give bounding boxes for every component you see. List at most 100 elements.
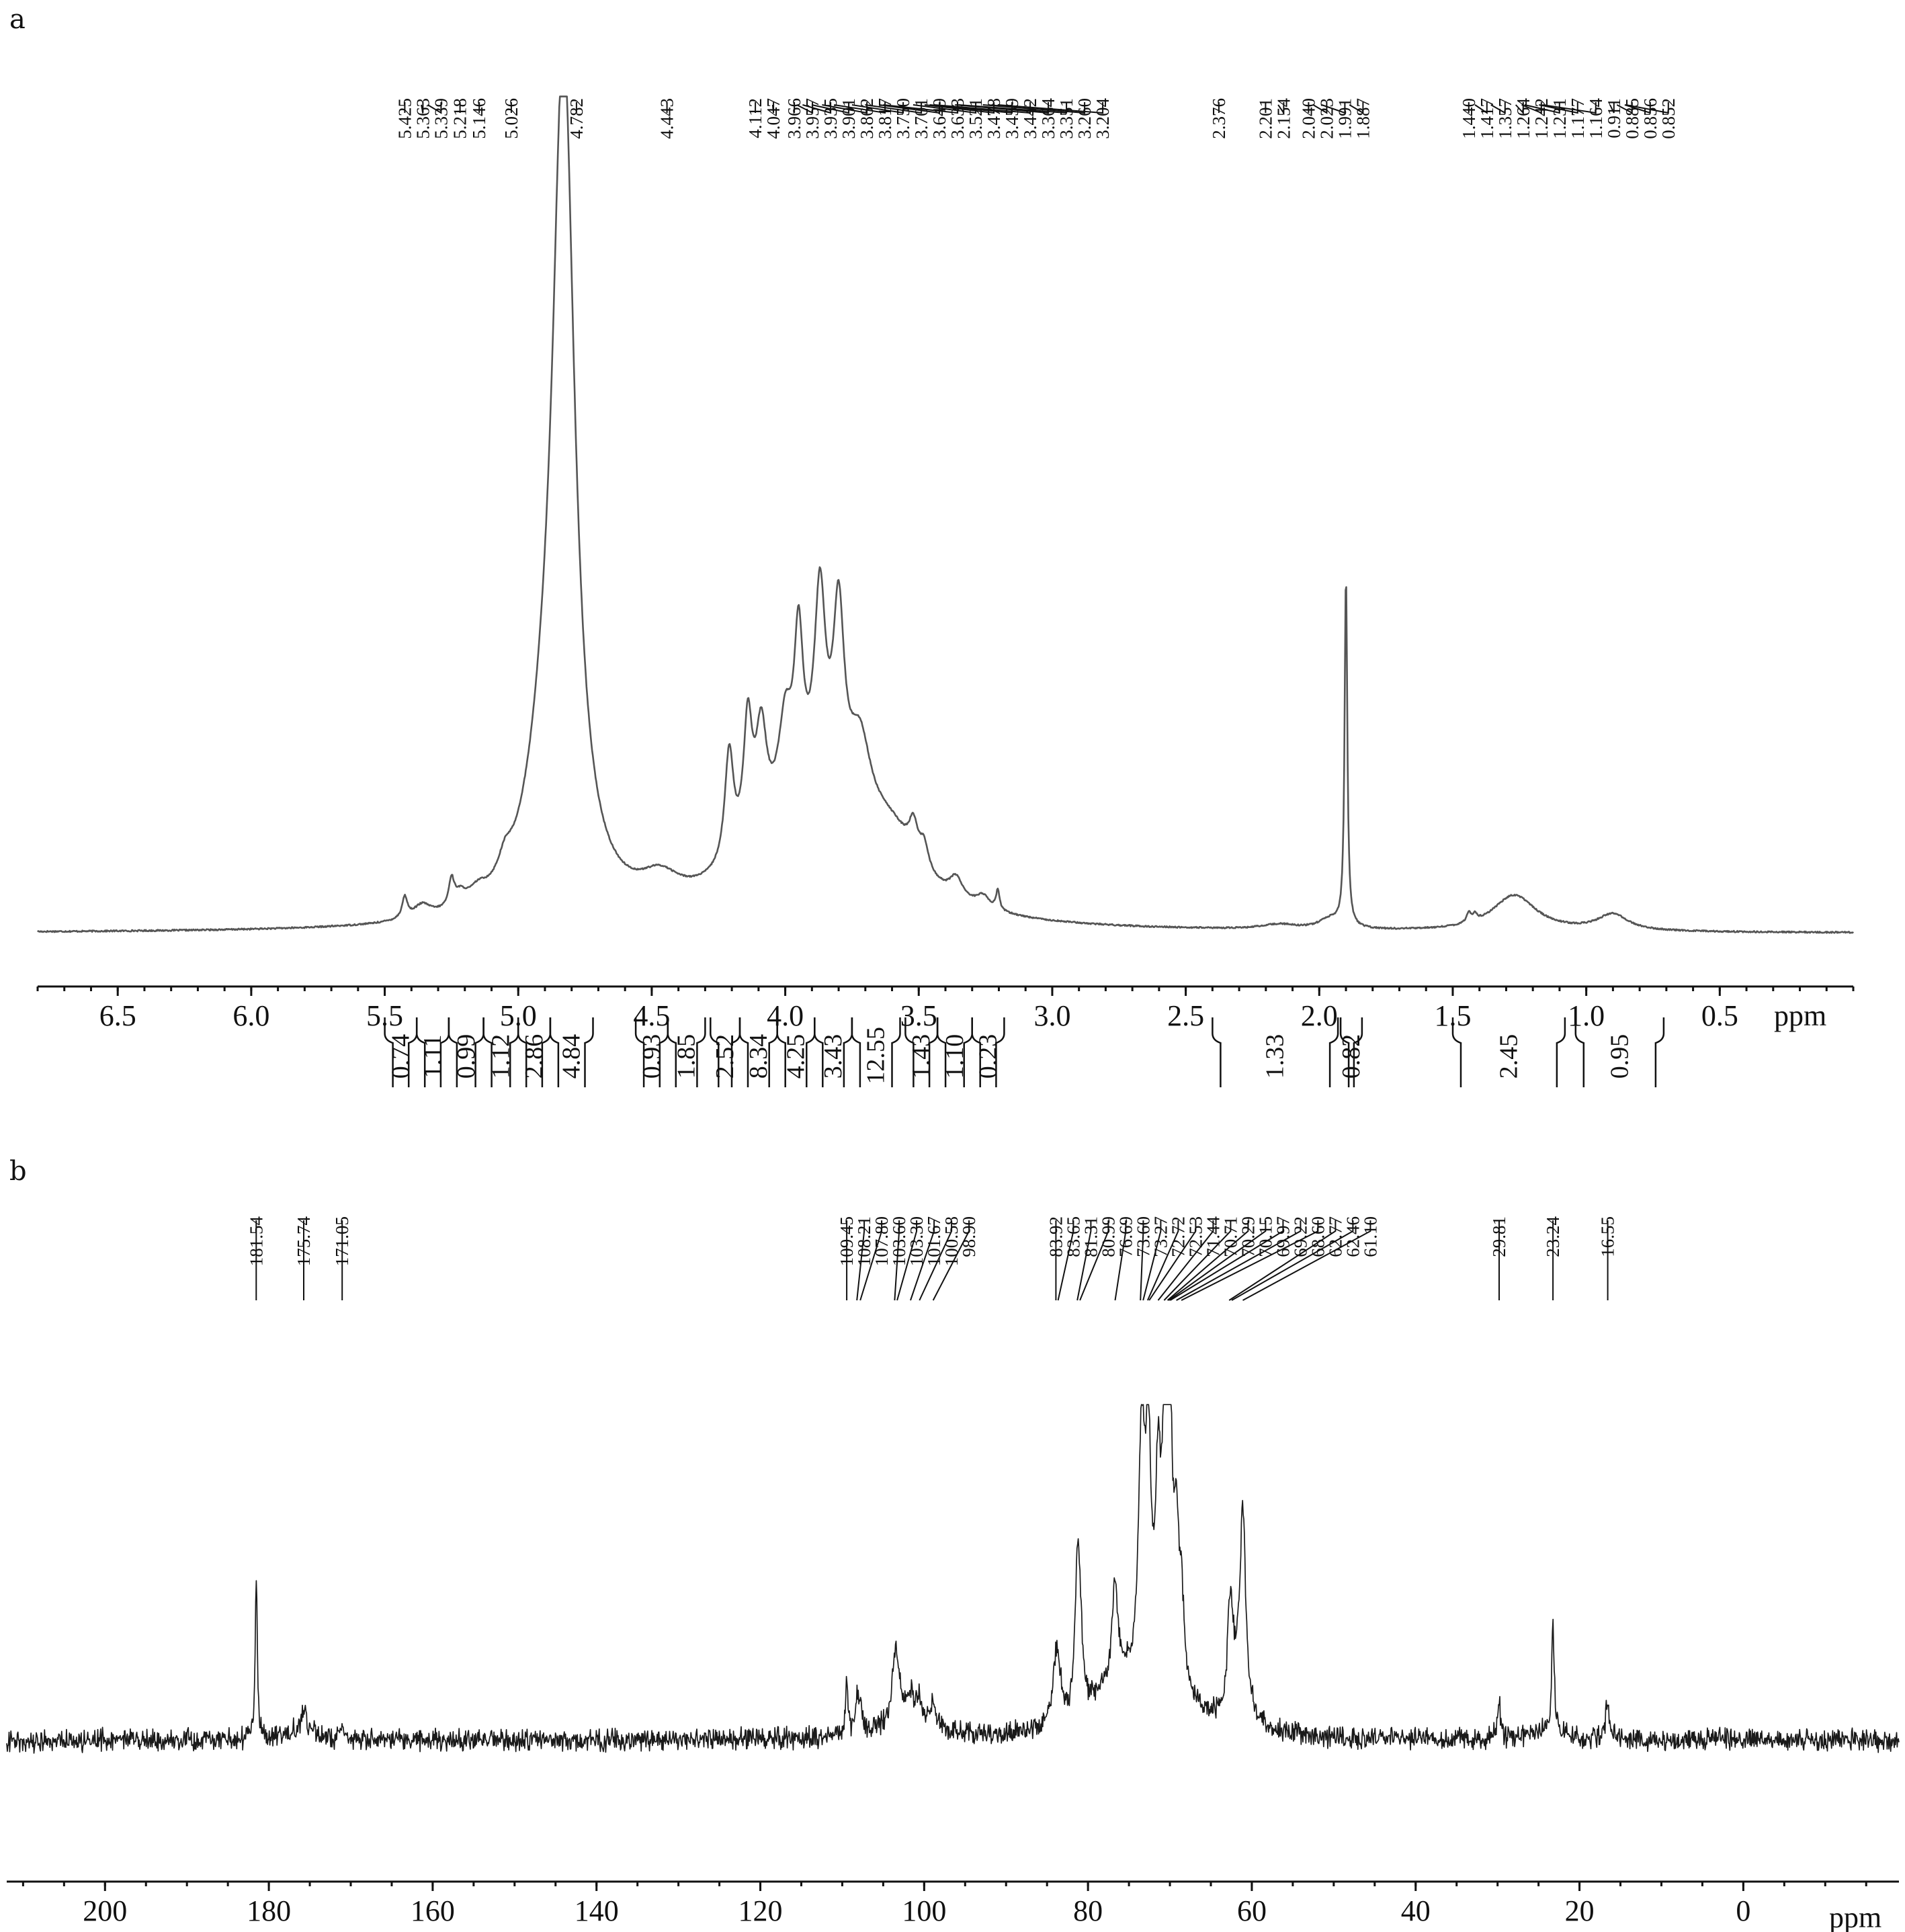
peak-label-leader xyxy=(1148,1220,1197,1301)
peak-label-leader xyxy=(958,102,1068,114)
integral-bracket xyxy=(1451,1017,1566,1087)
integral-value: 4.25 xyxy=(782,1034,810,1079)
integral-value: 1.43 xyxy=(907,1034,935,1079)
integral-value: 0.23 xyxy=(974,1034,1003,1079)
peak-label-leader xyxy=(1242,1220,1371,1301)
x-tick-label: 40 xyxy=(1401,1894,1431,1927)
peak-label-leader xyxy=(1181,1220,1319,1301)
peak-label-leader xyxy=(997,102,1104,114)
peak-label-leader xyxy=(1079,1220,1109,1301)
x-tick-label: 3.0 xyxy=(1033,999,1070,1032)
x-tick-label: 2.0 xyxy=(1301,999,1338,1032)
integral-value: 2.52 xyxy=(711,1034,739,1079)
panel-a-unit-label: ppm xyxy=(1774,999,1826,1032)
x-tick-label: 60 xyxy=(1237,1894,1267,1927)
peak-label-leader xyxy=(859,1220,883,1301)
x-tick-label: 4.0 xyxy=(767,999,804,1032)
peak-label-leader xyxy=(1146,1220,1179,1301)
peak-label-leader xyxy=(1625,102,1669,114)
x-tick-label: 3.5 xyxy=(900,999,937,1032)
peak-label-leader xyxy=(1140,1220,1144,1301)
peak-label-leader xyxy=(1167,1220,1249,1301)
integral-bracket xyxy=(851,1017,901,1087)
peak-label-leader xyxy=(1057,1220,1074,1301)
spectrum-trace-b xyxy=(6,1404,1900,1754)
integral-value: 0.74 xyxy=(386,1034,415,1079)
peak-label-leader xyxy=(1142,1220,1162,1301)
x-tick-label: 2.5 xyxy=(1167,999,1204,1032)
integral-value: 3.43 xyxy=(819,1034,847,1079)
peak-label-leader xyxy=(796,102,814,114)
integral-value: 0.95 xyxy=(1605,1034,1634,1079)
peak-label-leader xyxy=(1474,102,1488,114)
x-tick-label: 200 xyxy=(83,1894,127,1927)
peak-label-leader xyxy=(1539,102,1578,114)
peak-label-leader xyxy=(1542,102,1597,114)
x-tick-label: 4.5 xyxy=(633,999,670,1032)
integral-value: 4.84 xyxy=(558,1034,586,1079)
panel-a-h1-spectrum: 6.5 6.0 5.5 5.0 4.5 4.0 3.5 3.0 2.5 2.0 1.5 1.0 0.55… xyxy=(36,95,1855,1087)
x-tick-label: 180 xyxy=(247,1894,291,1927)
integral-value: 12.55 xyxy=(862,1027,890,1085)
spectrum-trace-a xyxy=(37,95,1854,934)
peak-label-leader xyxy=(1176,1220,1302,1301)
peak-label-leader xyxy=(1490,102,1506,114)
integral-value: 1.33 xyxy=(1261,1034,1289,1079)
peak-label-leader xyxy=(1624,102,1651,114)
peak-label-leader xyxy=(1277,102,1285,116)
peak-label-leader xyxy=(1228,1220,1337,1301)
panel-b-unit-label: ppm xyxy=(1829,1901,1881,1932)
x-tick-label: 6.0 xyxy=(232,999,269,1032)
peak-label-leader xyxy=(1321,102,1346,114)
peak-label-leader xyxy=(910,1220,935,1301)
integral-value: 1.12 xyxy=(486,1034,515,1079)
peak-label-leader xyxy=(919,1220,953,1301)
peak-label-leader xyxy=(982,102,1086,114)
peak-label-leader xyxy=(1312,102,1328,114)
peak-label-leader xyxy=(1168,1220,1267,1301)
peak-label-leader xyxy=(934,102,1031,114)
peak-label-leader xyxy=(896,1220,918,1301)
integral-value: 0.93 xyxy=(638,1034,666,1079)
x-tick-label: 0.5 xyxy=(1701,999,1738,1032)
x-tick-label: 160 xyxy=(411,1894,455,1927)
peak-label-leader xyxy=(883,102,959,114)
integral-value: 1.85 xyxy=(673,1034,701,1079)
x-tick-label: 20 xyxy=(1565,1894,1595,1927)
x-tick-label: 0 xyxy=(1736,1894,1750,1927)
peak-label-leader xyxy=(851,102,904,114)
peak-label-leader xyxy=(1163,1220,1232,1301)
x-tick-label: 100 xyxy=(902,1894,946,1927)
peak-label-leader xyxy=(1231,1220,1354,1301)
integral-bracket xyxy=(549,1017,594,1087)
peak-label-leader xyxy=(1157,1220,1214,1301)
peak-label-leader xyxy=(811,102,850,114)
peak-label-leader xyxy=(421,102,424,114)
x-tick-label: 120 xyxy=(738,1894,783,1927)
integral-value: 2.86 xyxy=(520,1034,548,1079)
integral-value: 1.10 xyxy=(941,1034,969,1079)
x-tick-label: 6.5 xyxy=(99,999,136,1032)
integral-value: 0.99 xyxy=(452,1034,480,1079)
peak-label-leader xyxy=(427,102,442,114)
integral-bracket xyxy=(667,1017,706,1087)
integral-bracket xyxy=(1339,1017,1363,1087)
peak-label-leader xyxy=(1349,102,1364,114)
panel-b-letter: b xyxy=(9,1156,27,1187)
peak-label-leader xyxy=(1609,102,1615,114)
peak-label-leader xyxy=(1524,102,1560,114)
peak-label-leader xyxy=(1169,1220,1284,1301)
peak-label-leader xyxy=(1114,1220,1127,1301)
integral-bracket xyxy=(1212,1017,1339,1087)
peak-label-leader xyxy=(1076,1220,1092,1301)
integral-bracket xyxy=(1574,1017,1665,1087)
x-tick-label: 140 xyxy=(575,1894,619,1927)
integral-value: 8.34 xyxy=(745,1034,773,1079)
panel-a-letter: a xyxy=(9,4,26,35)
x-tick-label: 1.0 xyxy=(1568,999,1605,1032)
peak-label-leader xyxy=(856,1220,865,1301)
integral-value: 2.45 xyxy=(1494,1034,1523,1079)
peak-label-leader xyxy=(932,1220,970,1301)
